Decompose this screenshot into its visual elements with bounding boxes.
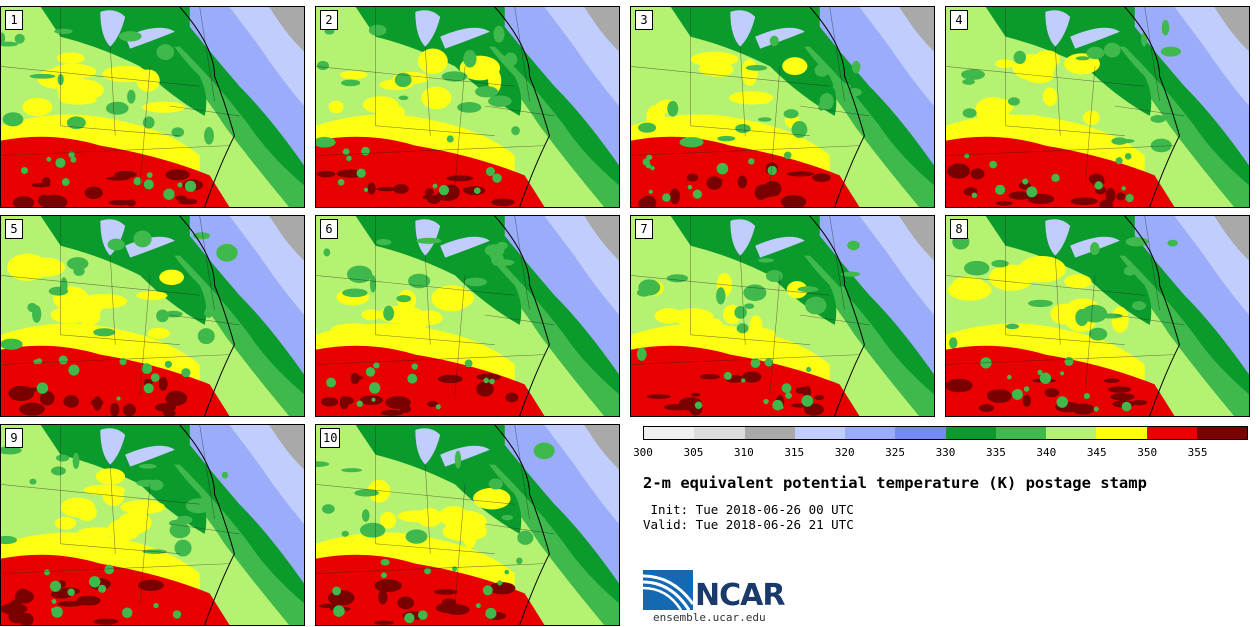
colorbar-tick-label: 340 xyxy=(1036,446,1057,459)
colorbar-tick-label: 315 xyxy=(784,446,805,459)
member-label: 2 xyxy=(320,10,338,30)
member-label: 5 xyxy=(5,219,23,239)
valid-time: Valid: Tue 2018-06-26 21 UTC xyxy=(643,517,854,532)
colorbar-segment xyxy=(694,427,745,439)
ncar-logo-text: NCAR xyxy=(695,578,785,613)
colorbar-tick-label: 305 xyxy=(683,446,704,459)
member-panel-1: 1 xyxy=(0,6,305,208)
colorbar-tick-label: 330 xyxy=(935,446,956,459)
member-label: 9 xyxy=(5,428,23,448)
init-time: Init: Tue 2018-06-26 00 UTC xyxy=(643,502,854,517)
colorbar-tick-label: 325 xyxy=(885,446,906,459)
colorbar-segment xyxy=(845,427,896,439)
member-panel-4: 4 xyxy=(945,6,1250,208)
colorbar-tick-label: 335 xyxy=(985,446,1006,459)
member-label: 1 xyxy=(5,10,23,30)
member-panel-6: 6 xyxy=(315,215,620,417)
colorbar-segment xyxy=(895,427,946,439)
colorbar-segment xyxy=(794,427,845,439)
colorbar-segment xyxy=(995,427,1046,439)
ncar-logo: NCAR xyxy=(643,570,793,626)
colorbar-segment xyxy=(1046,427,1097,439)
member-panel-7: 7 xyxy=(630,215,935,417)
colorbar-segment xyxy=(1146,427,1197,439)
member-label: 3 xyxy=(635,10,653,30)
member-panel-10: 10 xyxy=(315,424,620,626)
colorbar xyxy=(643,426,1248,440)
colorbar-segment xyxy=(1096,427,1147,439)
colorbar-segment xyxy=(644,427,695,439)
plot-title: 2-m equivalent potential temperature (K)… xyxy=(643,474,1147,492)
member-panel-3: 3 xyxy=(630,6,935,208)
member-label: 10 xyxy=(320,428,341,448)
colorbar-segment xyxy=(1196,427,1247,439)
colorbar-tick-label: 350 xyxy=(1137,446,1158,459)
member-label: 7 xyxy=(635,219,653,239)
site-url: ensemble.ucar.edu xyxy=(653,611,766,624)
member-label: 8 xyxy=(950,219,968,239)
colorbar-tick-label: 345 xyxy=(1086,446,1107,459)
colorbar-tick-label: 320 xyxy=(834,446,855,459)
member-panel-8: 8 xyxy=(945,215,1250,417)
colorbar-tick-label: 310 xyxy=(733,446,754,459)
member-label: 4 xyxy=(950,10,968,30)
member-panel-2: 2 xyxy=(315,6,620,208)
member-panel-9: 9 xyxy=(0,424,305,626)
colorbar-tick-label: 355 xyxy=(1187,446,1208,459)
colorbar-segment xyxy=(744,427,795,439)
colorbar-segment xyxy=(945,427,996,439)
colorbar-tick-labels: 300 305 310 315 320 325 330 335 340 345 350 355 xyxy=(633,446,1248,460)
member-label: 6 xyxy=(320,219,338,239)
colorbar-tick-label: 300 xyxy=(633,446,653,459)
member-panel-5: 5 xyxy=(0,215,305,417)
ncar-logo-icon xyxy=(643,570,693,610)
